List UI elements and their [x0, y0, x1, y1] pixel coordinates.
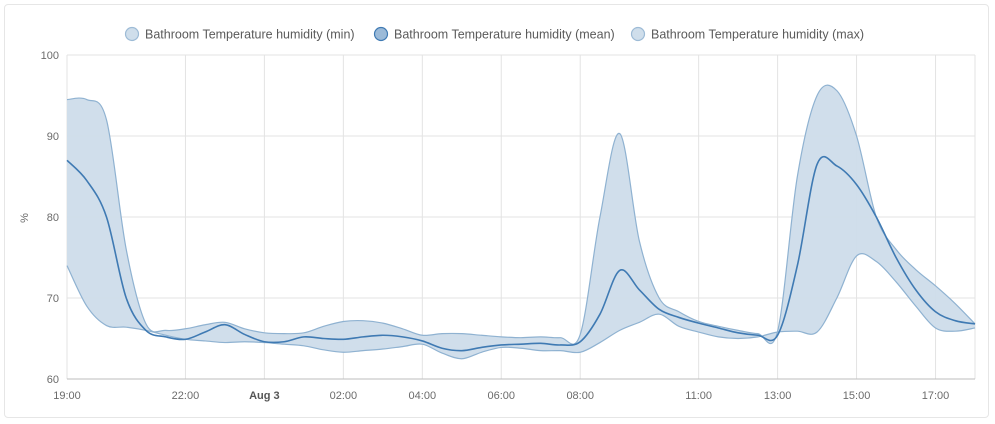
legend-item[interactable]: Bathroom Temperature humidity (mean) — [373, 26, 615, 42]
legend-item[interactable]: Bathroom Temperature humidity (min) — [124, 26, 355, 42]
x-tick-label: 15:00 — [843, 390, 871, 402]
x-tick-label: 19:00 — [53, 390, 81, 402]
series-line-min — [66, 253, 976, 360]
x-tick-label: 02:00 — [330, 390, 358, 402]
series-line-mean — [66, 155, 976, 352]
legend-label: Bathroom Temperature humidity (min) — [145, 28, 355, 42]
legend-label: Bathroom Temperature humidity (max) — [651, 28, 864, 42]
y-axis-label: % — [19, 213, 31, 223]
x-tick-label: 22:00 — [172, 390, 200, 402]
y-tick-label: 80 — [47, 212, 59, 224]
axes: 60 70 80 90 100 19:00 22:00 Aug 3 02:00 04:00 06:0… — [41, 50, 975, 402]
x-tick-label: Aug 3 — [249, 390, 280, 402]
series-line-max — [66, 84, 976, 345]
min-max-fill — [67, 85, 975, 359]
x-tick-label: 13:00 — [764, 390, 792, 402]
x-tick-label: 11:00 — [685, 390, 712, 402]
legend-label: Bathroom Temperature humidity (mean) — [394, 28, 615, 42]
y-tick-label: 70 — [47, 293, 59, 305]
x-tick-label: 04:00 — [409, 390, 437, 402]
x-tick-label: 08:00 — [566, 390, 594, 402]
legend-item[interactable]: Bathroom Temperature humidity (max) — [630, 26, 865, 42]
legend[interactable]: Bathroom Temperature humidity (min) Bathr… — [124, 26, 865, 42]
y-tick-label: 60 — [47, 374, 59, 386]
x-tick-label: 17:00 — [922, 390, 950, 402]
y-tick-label: 90 — [47, 131, 59, 143]
series-lines — [66, 84, 976, 360]
min-max-band — [67, 85, 975, 359]
legend-swatch — [630, 26, 646, 42]
legend-swatch — [124, 26, 140, 42]
legend-swatch — [373, 26, 389, 42]
x-tick-label: 06:00 — [487, 390, 515, 402]
y-tick-label: 100 — [41, 50, 59, 62]
